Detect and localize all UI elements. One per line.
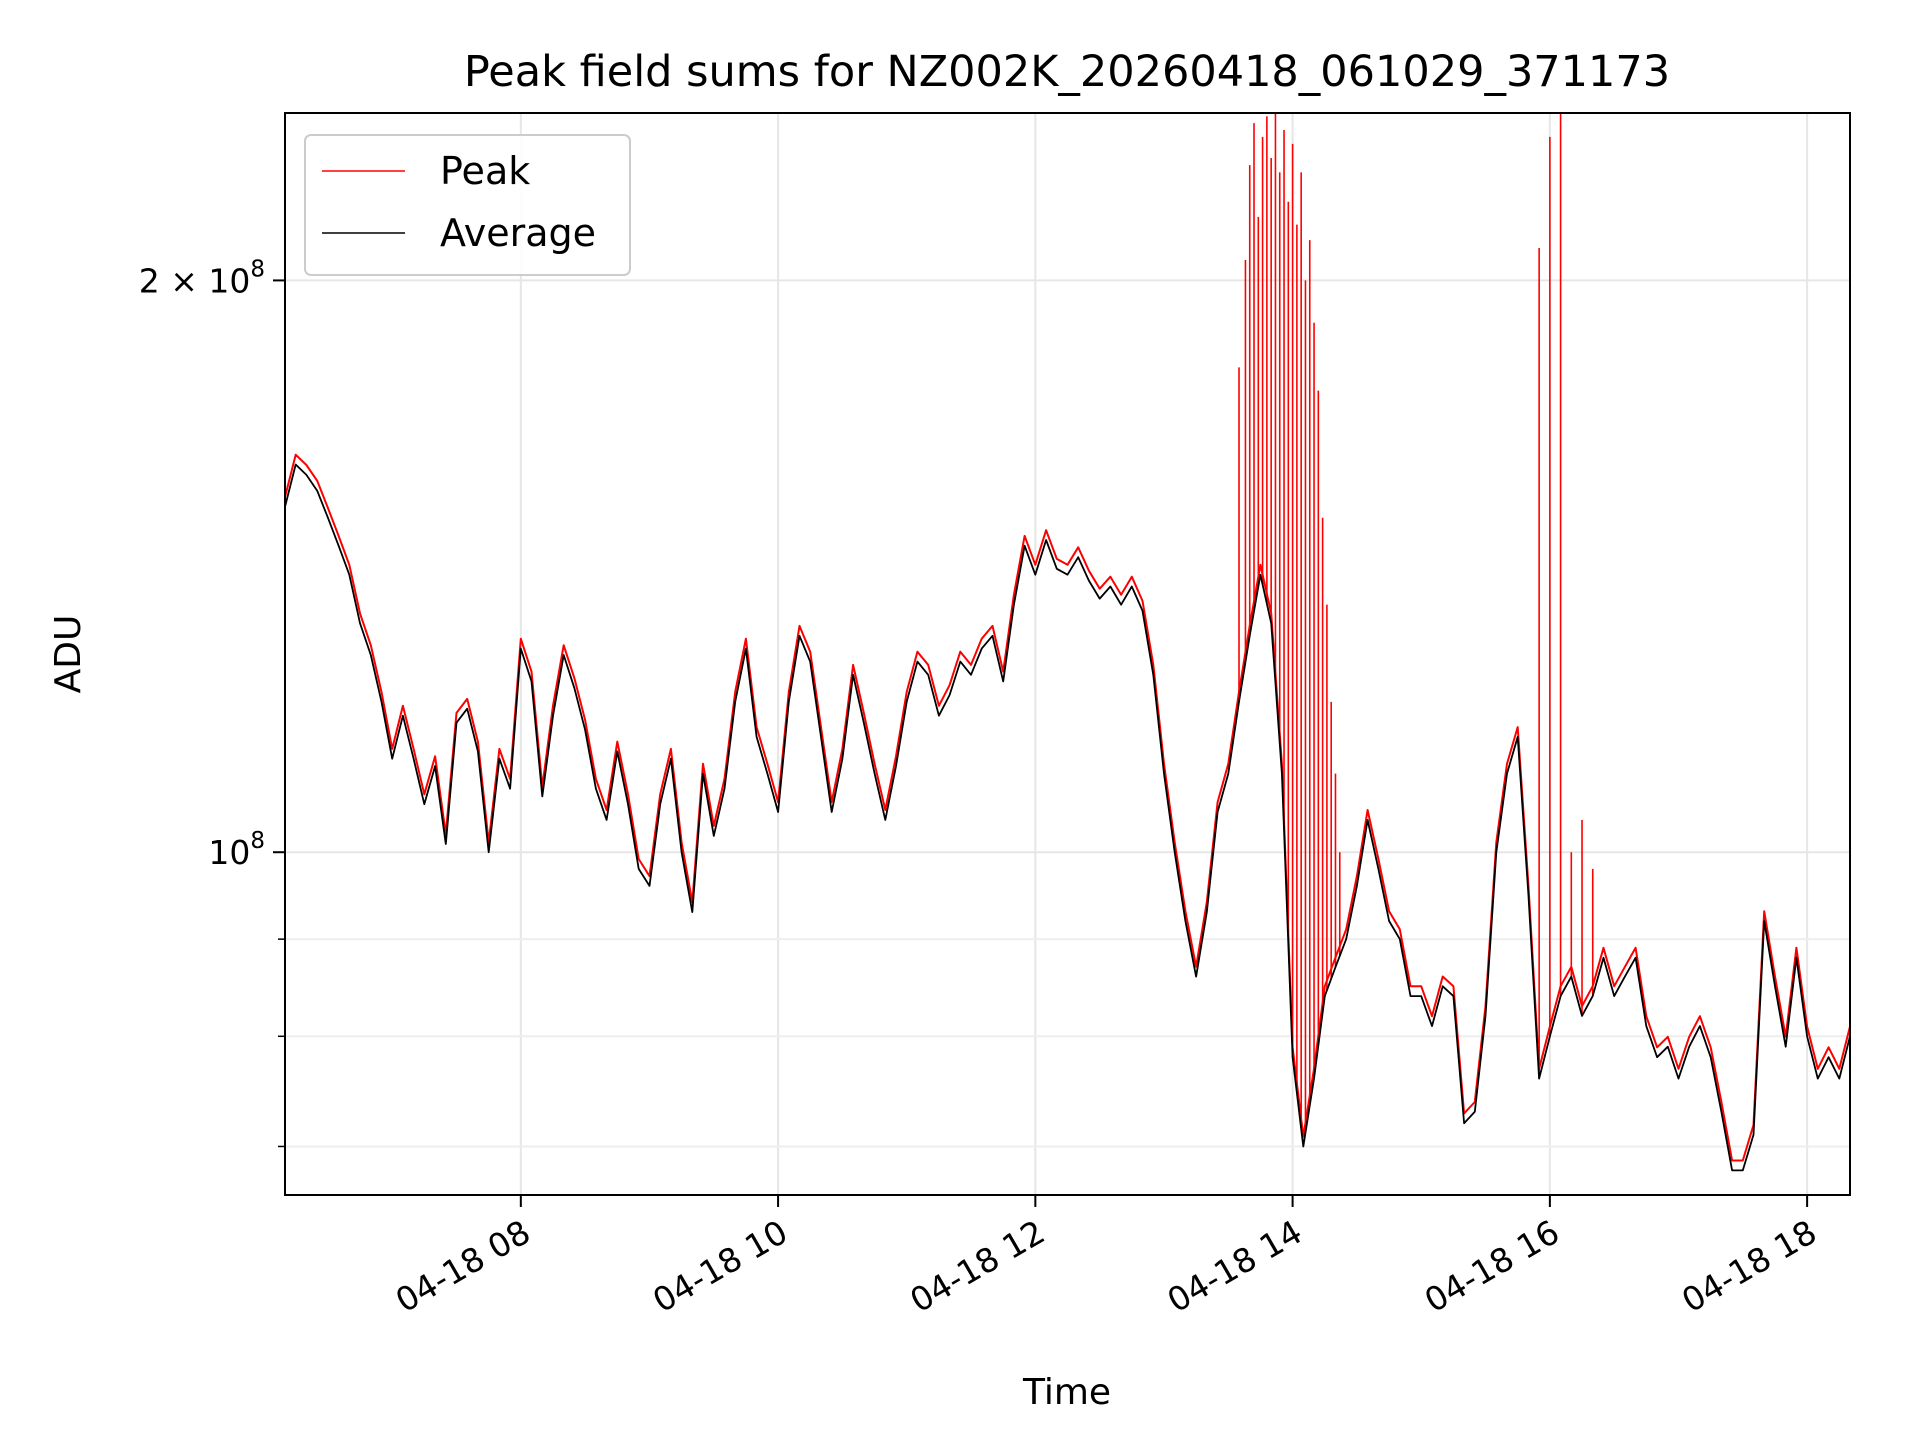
y-tick-label: 2 × 108 — [139, 256, 265, 300]
plot-frame — [284, 112, 1851, 1196]
y-axis-label: ADU — [48, 615, 89, 694]
y-tick-label: 108 — [208, 828, 265, 872]
series-peak-line — [284, 453, 1851, 1162]
legend-box — [304, 134, 631, 276]
y-tick-mantissa: 2 × — [139, 261, 209, 300]
series-layer — [284, 113, 1851, 1172]
chart-title: Peak field sums for NZ002K_20260418_0610… — [464, 47, 1670, 97]
series-average-line — [284, 463, 1851, 1172]
legend-label-average: Average — [440, 211, 596, 255]
x-axis-label: Time — [1022, 1372, 1111, 1413]
y-tick-base: 10 — [208, 833, 250, 872]
y-tick-base: 10 — [208, 261, 250, 300]
y-tick-exponent: 8 — [250, 828, 265, 854]
legend-label-peak: Peak — [440, 149, 530, 193]
y-tick-exponent: 8 — [250, 256, 265, 282]
legend: Peak Average — [304, 134, 631, 276]
